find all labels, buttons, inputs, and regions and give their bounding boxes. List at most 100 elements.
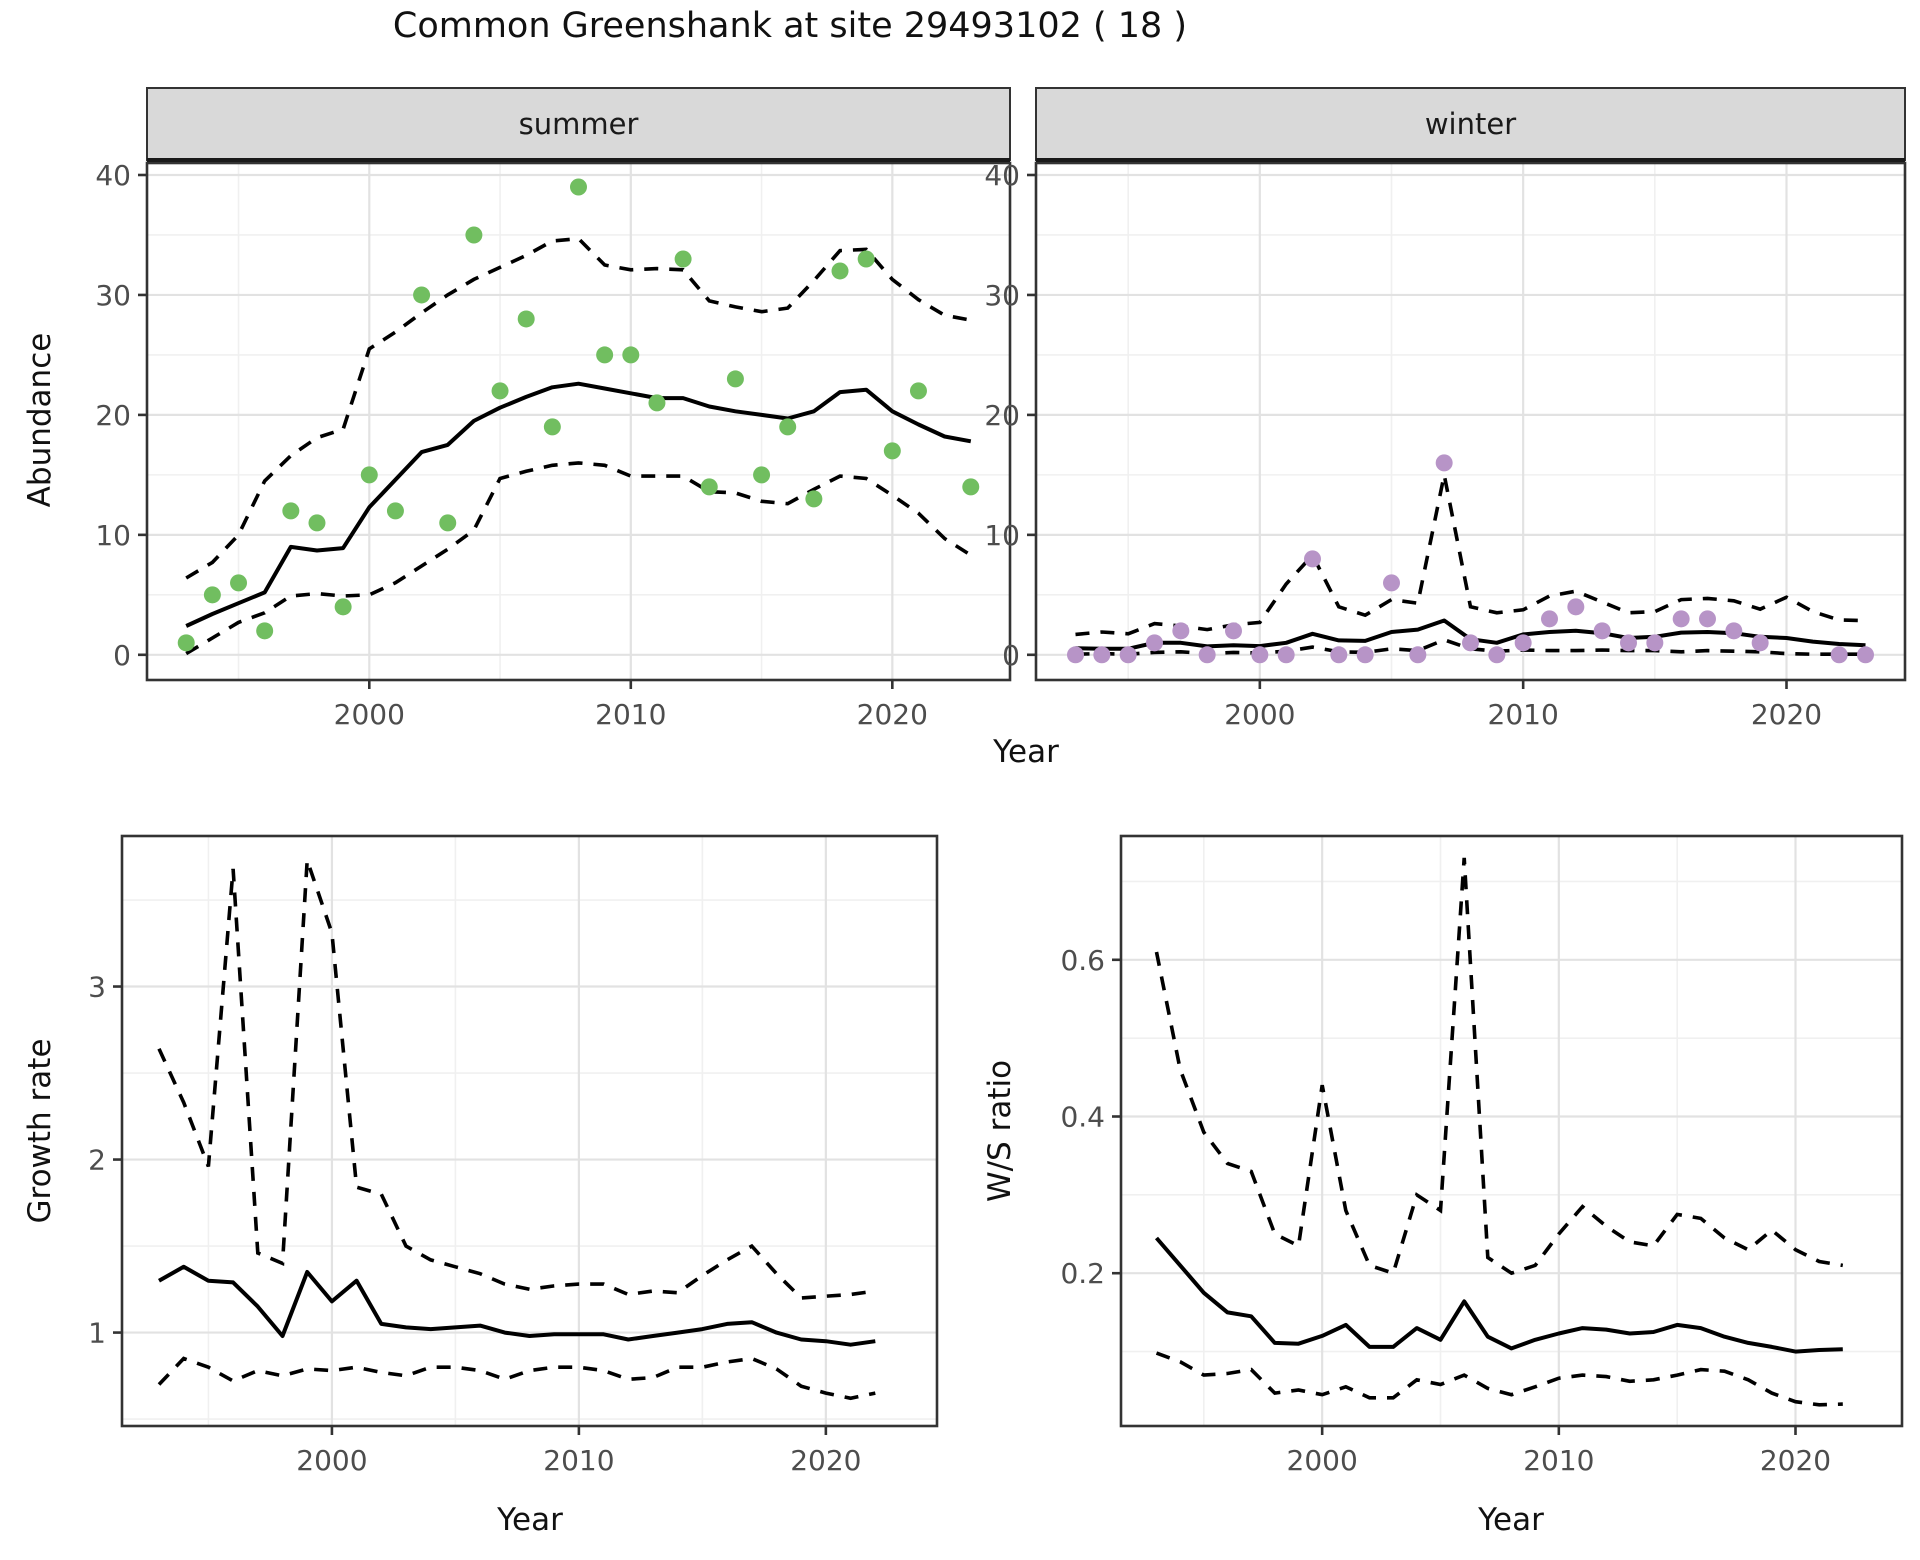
- y-tick-label: 0.6: [1060, 944, 1105, 977]
- observation-point: [465, 226, 483, 244]
- observation-point: [909, 382, 927, 400]
- observation-point: [1146, 634, 1163, 652]
- panel-ws-ratio: 2000 2010 2020 0.2 0.4 0.6: [1060, 834, 1904, 1477]
- observation-point: [1198, 646, 1216, 664]
- chart-title: Common Greenshank at site 29493102 ( 18 …: [392, 6, 1188, 46]
- panel-background: [1121, 836, 1902, 1426]
- panel-background: [147, 163, 1010, 680]
- lower-ci-line: [185, 461, 972, 656]
- panel-background: [122, 836, 937, 1426]
- observation-point: [282, 502, 300, 520]
- x-tick-label: 2000: [1224, 698, 1295, 731]
- observation-point: [883, 442, 901, 460]
- fitted-trend-line: [185, 381, 972, 628]
- observation-point: [1462, 634, 1479, 652]
- observation-point: [334, 598, 352, 616]
- observation-point: [962, 478, 980, 496]
- x-tick-label: 2010: [1523, 1444, 1594, 1477]
- facet-strip: [146, 87, 1011, 161]
- panel-background: [1036, 163, 1905, 680]
- y-tick-label: 0.4: [1060, 1101, 1105, 1134]
- y-tick-label: 30: [984, 279, 1020, 312]
- observation-point: [622, 346, 640, 364]
- x-axis-title-year-bottom-right: Year: [1478, 1502, 1544, 1538]
- y-tick-label: 20: [984, 399, 1020, 432]
- lower-ci-line: [1155, 1351, 1843, 1407]
- x-tick-label: 2010: [595, 698, 666, 731]
- observation-point: [491, 382, 509, 400]
- observation-point: [1672, 610, 1690, 628]
- observation-point: [543, 418, 561, 436]
- panel-growth-rate: 2000 2010 2020 1 2 3: [88, 834, 939, 1477]
- y-tick-label: 0: [113, 639, 131, 672]
- observation-point: [1304, 550, 1321, 568]
- y-tick-label: 10: [984, 519, 1020, 552]
- x-tick-label: 2020: [857, 698, 928, 731]
- observation-point: [1593, 622, 1611, 640]
- x-tick-label: 2000: [334, 698, 405, 731]
- observation-point: [1277, 646, 1295, 664]
- x-tick-label: 2000: [296, 1444, 367, 1477]
- upper-ci-line: [1075, 474, 1866, 637]
- observation-point: [1356, 646, 1374, 664]
- observation-point: [753, 466, 771, 484]
- observation-point: [1067, 646, 1084, 664]
- x-axis-title-year-top: Year: [993, 734, 1059, 770]
- observation-point: [230, 574, 248, 592]
- observation-point: [1435, 454, 1453, 472]
- observation-point: [1488, 646, 1506, 664]
- observation-point: [1409, 646, 1427, 664]
- upper-ci-line: [157, 859, 876, 1300]
- observation-point: [1567, 598, 1585, 616]
- y-tick-label: 20: [95, 399, 131, 432]
- observation-point: [1383, 574, 1400, 592]
- observation-point: [1541, 610, 1558, 628]
- y-tick-label: 30: [95, 279, 131, 312]
- observation-point: [439, 514, 457, 532]
- y-tick-label: 2: [88, 1144, 106, 1177]
- observation-point: [857, 250, 875, 268]
- fitted-trend-line: [1154, 1236, 1843, 1354]
- observation-point: [1514, 634, 1532, 652]
- observation-point: [1093, 646, 1111, 664]
- observation-point: [1857, 646, 1874, 664]
- y-tick-label: 40: [984, 159, 1020, 192]
- observation-point: [1330, 646, 1348, 664]
- observation-point: [570, 178, 587, 196]
- upper-ci-line: [185, 236, 972, 580]
- panel-abundance-winter: 2000 2010 2020 0 10 20 30 40 winter: [984, 87, 1907, 731]
- facet-strip-label: summer: [519, 107, 639, 141]
- observation-point: [648, 394, 666, 412]
- observation-point: [1725, 622, 1743, 640]
- lower-ci-line: [157, 1356, 876, 1401]
- observation-point: [1699, 610, 1716, 628]
- observation-point: [308, 514, 326, 532]
- panel-border: [120, 834, 939, 1428]
- observation-point: [674, 250, 692, 268]
- y-tick-label: 1: [88, 1317, 106, 1350]
- observation-point: [517, 310, 535, 328]
- x-tick-label: 2000: [1287, 1444, 1358, 1477]
- observation-point: [1251, 646, 1269, 664]
- observation-point: [1751, 634, 1769, 652]
- y-tick-label: 10: [95, 519, 131, 552]
- observation-point: [596, 346, 614, 364]
- panel-border: [1119, 834, 1904, 1428]
- x-tick-label: 2020: [790, 1444, 861, 1477]
- observation-point: [1620, 634, 1637, 652]
- observation-point: [203, 586, 221, 604]
- y-tick-label: 0.2: [1060, 1257, 1105, 1290]
- fitted-trend-line: [158, 1264, 876, 1347]
- observation-point: [700, 478, 718, 496]
- observation-point: [360, 466, 378, 484]
- panel-abundance-summer: 2000 2010 2020 0 10 20 30 40 summer: [95, 87, 1012, 731]
- x-tick-label: 2010: [1488, 698, 1559, 731]
- observation-point: [177, 634, 195, 652]
- facet-strip-label: winter: [1425, 107, 1516, 141]
- panel-border: [145, 161, 1012, 682]
- y-tick-label: 3: [88, 971, 106, 1004]
- observation-point: [1646, 634, 1664, 652]
- observation-point: [1225, 622, 1242, 640]
